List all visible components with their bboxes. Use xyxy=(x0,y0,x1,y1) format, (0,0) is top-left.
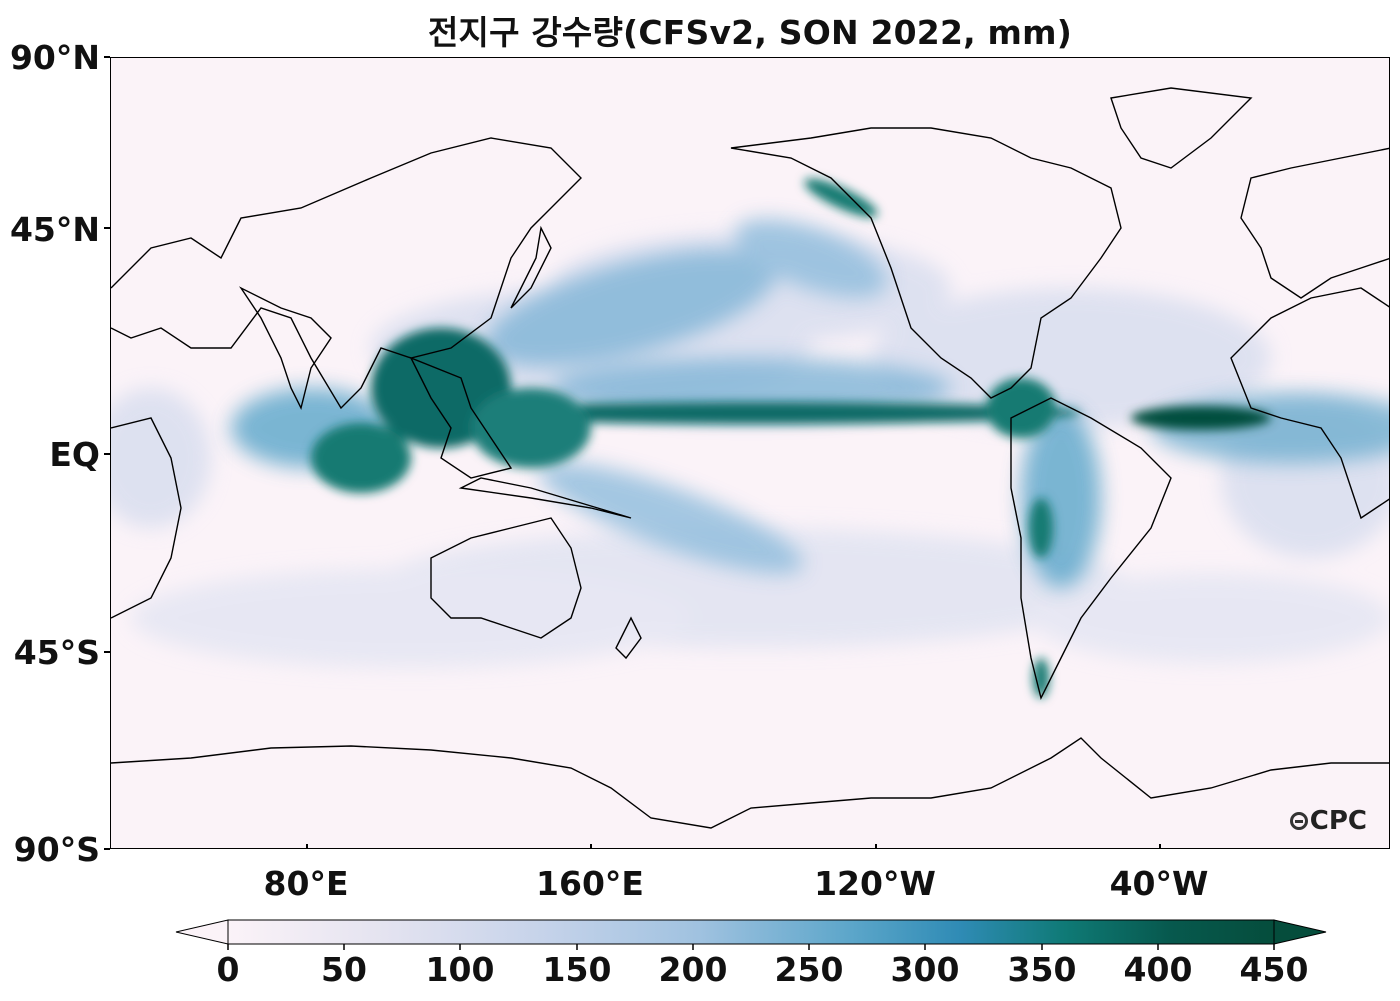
map-canvas xyxy=(111,87,1389,848)
lon-label-80e: 80°E xyxy=(263,864,349,903)
colorbar-label-250: 250 xyxy=(774,950,844,989)
coast-africa-west xyxy=(111,417,182,619)
coast-nz xyxy=(615,616,642,660)
colorbar-label-50: 50 xyxy=(321,950,367,989)
colorbar xyxy=(175,919,1327,950)
colorbar-body xyxy=(227,919,1275,945)
cpc-logo-icon xyxy=(1289,812,1308,830)
coast-asia xyxy=(111,137,582,410)
lat-tick xyxy=(104,848,110,850)
lat-label-45s: 45°S xyxy=(13,633,100,672)
colorbar-ticks xyxy=(227,944,1275,950)
coast-indonesia xyxy=(458,477,632,519)
colorbar-label-400: 400 xyxy=(1123,950,1193,989)
colorbar-extend-high xyxy=(1273,919,1327,945)
colorbar-label-100: 100 xyxy=(425,950,495,989)
coast-india xyxy=(238,286,332,411)
lat-label-90s: 90°S xyxy=(13,830,100,869)
lat-tick xyxy=(104,453,110,455)
colorbar-extend-low xyxy=(175,919,229,945)
coast-europe xyxy=(1240,147,1389,299)
lon-label-120w: 120°W xyxy=(814,864,936,903)
map-title: 전지구 강수량(CFSv2, SON 2022, mm) xyxy=(427,13,1072,52)
lat-label-eq: EQ xyxy=(49,435,100,474)
lat-tick xyxy=(104,651,110,653)
coast-se-asia xyxy=(409,356,513,479)
coast-greenland xyxy=(1110,87,1253,169)
lat-label-90n: 90°N xyxy=(9,38,100,77)
cpc-logo: CPC xyxy=(1289,806,1367,836)
lat-tick xyxy=(104,56,110,58)
colorbar-label-200: 200 xyxy=(658,950,728,989)
coast-antarctica xyxy=(111,737,1389,829)
colorbar-label-350: 350 xyxy=(1007,950,1077,989)
colorbar-label-450: 450 xyxy=(1239,950,1309,989)
coast-africa xyxy=(1230,287,1389,520)
lon-label-40w: 40°W xyxy=(1109,864,1209,903)
lat-label-45n: 45°N xyxy=(9,210,100,249)
cpc-logo-text: CPC xyxy=(1309,806,1367,836)
lon-ticks xyxy=(306,844,1161,848)
coast-australia xyxy=(430,517,582,639)
colorbar-label-0: 0 xyxy=(216,950,240,989)
lon-label-160e: 160°E xyxy=(536,864,644,903)
coast-north-america xyxy=(730,127,1122,399)
colorbar-label-300: 300 xyxy=(890,950,960,989)
coastlines xyxy=(111,87,1389,829)
precip-high-layer xyxy=(311,178,1271,698)
coast-south-america xyxy=(1010,397,1172,701)
colorbar-label-150: 150 xyxy=(542,950,612,989)
precipitation-map: CPC xyxy=(110,57,1390,849)
coast-japan xyxy=(510,225,552,309)
lat-tick xyxy=(104,227,110,229)
